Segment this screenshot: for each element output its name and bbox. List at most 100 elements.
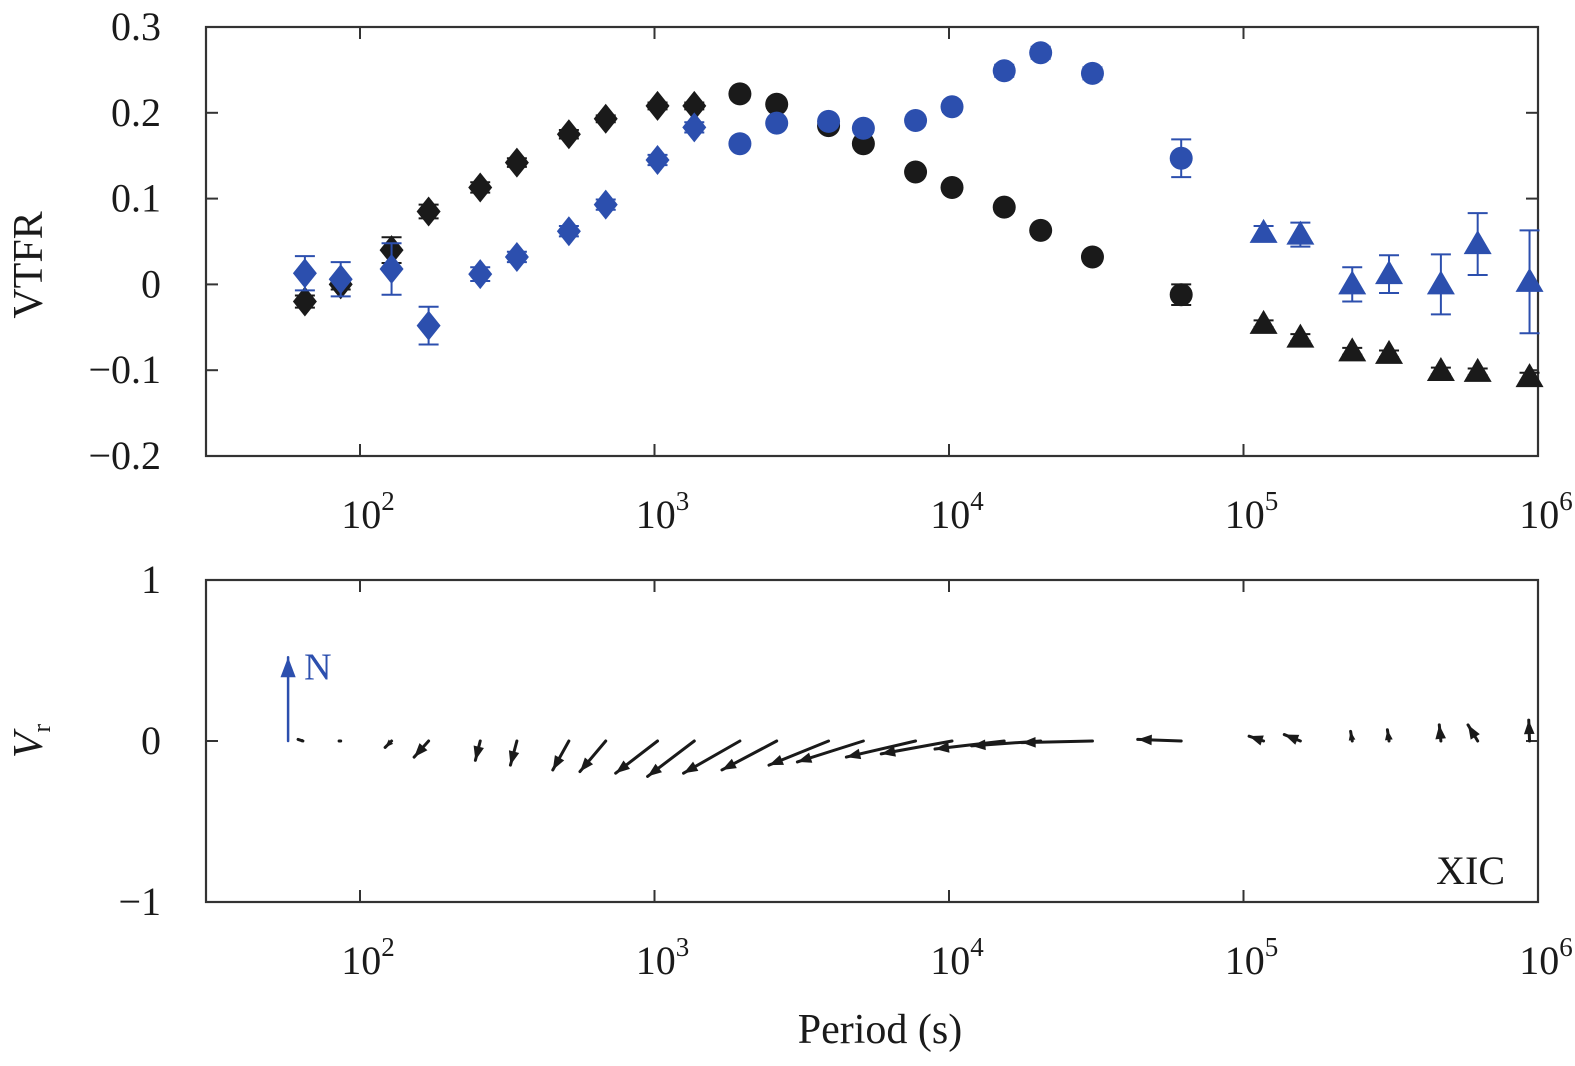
vector-arrow — [646, 739, 696, 778]
data-point-black-circle — [1029, 218, 1053, 242]
vector-arrow — [933, 739, 1006, 753]
vector-arrow — [337, 739, 343, 743]
x-tick-label-base: 10 — [930, 492, 970, 537]
data-point-blue-diamond — [593, 189, 618, 220]
x-tick-label: 104 — [930, 932, 984, 983]
data-point-black-diamond — [645, 90, 670, 121]
data-point-blue-triangle — [1463, 230, 1492, 255]
x-tick-label-exp: 5 — [1265, 932, 1279, 962]
data-point-blue-circle — [728, 132, 752, 156]
x-tick-label-exp: 6 — [1559, 932, 1573, 962]
vector-arrow — [412, 739, 431, 759]
x-tick-label-base: 10 — [1225, 938, 1265, 983]
vector-arrow — [614, 739, 660, 775]
y-tick-label: 0 — [141, 718, 161, 763]
vector-arrow — [1523, 718, 1535, 743]
data-point-black-triangle — [1515, 363, 1544, 388]
data-point-blue-triangle — [1426, 270, 1455, 295]
vtfr-y-axis-label: VTFR — [6, 211, 52, 318]
data-point-black-circle — [1169, 283, 1193, 307]
north-arrow-shape — [280, 656, 296, 743]
data-point-blue-diamond — [379, 253, 404, 284]
vector-arrows — [296, 718, 1535, 778]
x-tick-label: 103 — [636, 932, 690, 983]
data-point-black-triangle — [1375, 339, 1404, 364]
data-point-black-diamond — [504, 147, 529, 178]
x-tick-label-exp: 3 — [676, 932, 690, 962]
vector-panel: 10−1 102 103 104 105 106 N Vr XIC Period (s) — [6, 557, 1573, 1053]
x-tick-label: 105 — [1225, 932, 1279, 983]
vector-arrow — [1136, 734, 1183, 746]
vector-arrow — [383, 739, 394, 749]
data-point-black-circle — [992, 195, 1016, 219]
x-tick-label-exp: 2 — [381, 486, 395, 516]
vector-plot-frame — [204, 578, 1540, 904]
x-tick-label-exp: 6 — [1559, 486, 1573, 516]
x-tick-label: 106 — [1519, 486, 1573, 537]
x-tick-label: 103 — [636, 486, 690, 537]
vector-arrow — [296, 737, 305, 743]
data-point-blue-circle — [992, 59, 1016, 83]
data-point-blue-circle — [817, 109, 841, 133]
data-point-blue-diamond — [468, 259, 493, 290]
vector-x-ticks: 102 103 104 105 106 — [341, 580, 1573, 983]
data-point-blue-triangle — [1515, 267, 1544, 292]
vector-arrow — [682, 739, 742, 775]
data-point-blue-circle — [1169, 146, 1193, 170]
data-point-blue-triangle — [1338, 270, 1367, 295]
x-tick-label-exp: 3 — [676, 486, 690, 516]
data-point-blue-circle — [940, 95, 964, 119]
vector-arrow — [473, 739, 484, 762]
data-point-blue-triangle — [1249, 218, 1278, 243]
vector-arrow — [1282, 733, 1302, 745]
vector-arrow — [508, 739, 520, 767]
x-tick-label-base: 10 — [1519, 492, 1559, 537]
x-tick-label-exp: 4 — [970, 932, 984, 962]
data-point-blue-diamond — [556, 216, 581, 247]
y-tick-label: −0.1 — [88, 347, 161, 392]
data-point-black-circle — [1080, 245, 1104, 269]
data-point-blue-circle — [1080, 61, 1104, 85]
x-tick-label-base: 10 — [636, 938, 676, 983]
data-point-black-diamond — [682, 90, 707, 121]
vector-y-axis-label: Vr — [6, 724, 56, 759]
vector-arrow — [720, 739, 779, 772]
x-tick-label: 102 — [341, 932, 395, 983]
data-point-blue-diamond — [645, 144, 670, 175]
vector-arrow — [795, 739, 865, 764]
vector-arrow — [1466, 723, 1480, 743]
vector-y-ticks: 1 0 −1 — [118, 557, 1538, 924]
vtfr-y-ticks: 0.3 0.2 0.1 0 −0.1 −0.2 — [88, 4, 1538, 478]
data-point-black-circle — [765, 92, 789, 116]
north-label: N — [304, 646, 331, 688]
vector-x-axis-label: Period (s) — [798, 1007, 962, 1053]
y-tick-label: 0.3 — [111, 4, 161, 49]
x-tick-label: 105 — [1225, 486, 1279, 537]
data-point-blue-diamond — [292, 258, 317, 289]
x-tick-label: 106 — [1519, 932, 1573, 983]
data-point-black-diamond — [593, 103, 618, 134]
data-point-black-triangle — [1286, 323, 1315, 348]
data-point-black-circle — [728, 82, 752, 106]
data-point-blue-diamond — [682, 112, 707, 143]
y-tick-label: 1 — [141, 557, 161, 602]
data-point-black-triangle — [1463, 357, 1492, 382]
vector-arrow — [551, 739, 571, 772]
x-tick-label-base: 10 — [636, 492, 676, 537]
data-point-black-diamond — [416, 196, 441, 227]
y-tick-label: 0.1 — [111, 176, 161, 221]
x-tick-label: 104 — [930, 486, 984, 537]
station-annotation: XIC — [1436, 848, 1505, 893]
y-tick-label: 0 — [141, 261, 161, 306]
data-point-blue-triangle — [1375, 260, 1404, 285]
data-point-black-circle — [904, 160, 928, 184]
x-tick-label-base: 10 — [341, 938, 381, 983]
data-point-blue-diamond — [416, 310, 441, 341]
vector-arrow — [1020, 736, 1094, 748]
data-point-black-diamond — [468, 172, 493, 203]
x-tick-label-base: 10 — [1225, 492, 1265, 537]
vector-arrow — [1385, 728, 1393, 743]
y-tick-label: −1 — [118, 879, 161, 924]
vector-arrow — [1348, 729, 1356, 743]
